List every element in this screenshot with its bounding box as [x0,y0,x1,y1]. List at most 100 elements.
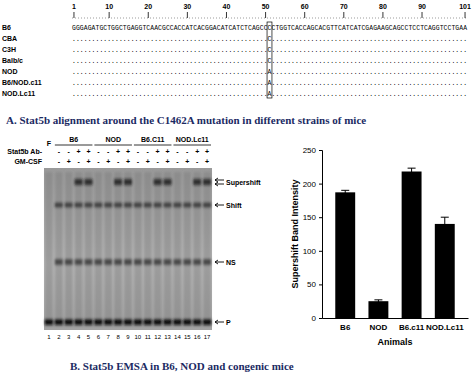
x-tick: B6.c11 [399,318,425,332]
error-bar [441,217,449,230]
treatment-sign: - [58,148,61,155]
ruler-number: 1 [72,3,76,10]
y-tick-label: 250 [303,146,317,155]
treatment-sign: + [156,148,160,155]
strain-label: C3H [2,46,16,53]
ruler-tick [109,12,110,18]
ruler-tick [187,12,188,18]
treatment-sign: - [137,148,140,155]
lane-number: 17 [204,334,211,340]
bar-chart: 050100150200250B6NODB6.c11NOD.Lc11Supers… [290,146,469,347]
bar [335,192,355,318]
ruler-tick [382,12,383,18]
gel-lane [193,172,201,325]
strain-label: B6/NOD.c11 [2,79,42,86]
sequence: ........................................… [72,58,467,65]
gel-lane [84,172,92,325]
gel-lane [74,172,82,325]
treatment-sign: - [107,148,110,155]
gel-lane [124,172,132,325]
bars [335,168,454,318]
sequence: ........................................… [72,69,467,76]
lane-number: 10 [135,334,142,340]
x-tick: NOD.Lc11 [426,318,464,332]
y-tick-mark [319,284,322,285]
sequence: ........................................… [72,80,467,87]
treatment-sign: - [176,158,179,165]
gel-band [124,179,132,185]
ruler-number: 101 [459,3,471,10]
gel-band [75,179,83,185]
x-axis-title: Animals [377,337,412,347]
treatment-sign: + [126,148,130,155]
caption: A. Stat5b alignment around the C1462A mu… [6,114,366,126]
gel-band [203,179,211,185]
ruler-tick [465,12,466,18]
lane-number: 8 [116,334,120,340]
y-axis: 050100150200250 [303,146,323,323]
lane-number: 9 [126,334,130,340]
treatment-sign: - [176,148,179,155]
gel-lane [203,172,211,325]
y-tick-label: 0 [312,314,317,323]
ruler-line [72,18,467,19]
lane-number: 4 [77,334,81,340]
x-axis: B6NODB6.c11NOD.Lc11 [323,318,469,332]
sequence: GGGAGATGCTGGCTGAGGTCAACGCCACCATCACGGACAT… [72,25,467,32]
y-tick-label: 200 [303,180,317,189]
y-tick-mark [319,184,322,185]
strain-label: Balb/c [2,57,23,64]
treatment-sign: - [147,148,150,155]
treatment-sign: + [146,158,150,165]
ruler-tick [343,12,344,18]
ruler-number: 50 [262,3,270,10]
treatment-sign: - [68,148,71,155]
y-tick: 50 [307,280,322,289]
treatment-sign: - [186,148,189,155]
gel-image [44,168,212,330]
band-label: Supershift [226,179,261,187]
gel-band [85,179,93,185]
free-probe-label: F [47,140,52,147]
ruler-number: 40 [223,3,231,10]
y-tick-mark [319,150,322,151]
gel-lane [183,172,191,325]
gel-band [114,179,122,185]
group-label: NOD.Lc11 [176,136,209,143]
bar [368,301,388,318]
band-label: NS [226,259,236,266]
gel-lane [94,172,102,325]
lane-number: 3 [67,334,71,340]
lane-number: 11 [145,334,152,340]
treatment-sign: + [67,158,71,165]
gel-lane [55,172,63,325]
treatment-sign: + [116,148,120,155]
y-tick-label: 100 [303,247,317,256]
lane-number: 13 [164,334,171,340]
band-arrow [215,320,224,324]
treatment-sign: + [86,158,90,165]
ruler-tick [422,12,423,18]
y-tick: 250 [303,146,322,155]
gel-lane [65,172,73,325]
x-tick: NOD [370,318,388,332]
treatment-sign: - [58,158,61,165]
x-tick-label: NOD.Lc11 [426,323,464,332]
lane-number: 12 [154,334,161,340]
band-arrow [215,178,224,182]
ruler-number: 90 [418,3,426,10]
band-arrow [215,182,224,186]
treatment-sign: + [106,158,110,165]
treatment-sign: - [196,158,199,165]
treatment-sign: + [126,158,130,165]
band-label: P [226,319,231,326]
ruler-tick [148,12,149,18]
strain-label: NOD [2,68,18,75]
ruler-number: 60 [301,3,309,10]
ruler-tick [304,12,305,18]
band-arrow [215,260,224,264]
gel-panel: FB6NODB6.C11NOD.Lc11Stat5b Ab---++--++--… [7,136,261,340]
ruler-number: 10 [105,3,113,10]
treatment-sign: - [156,158,159,165]
ruler-number: 70 [340,3,348,10]
